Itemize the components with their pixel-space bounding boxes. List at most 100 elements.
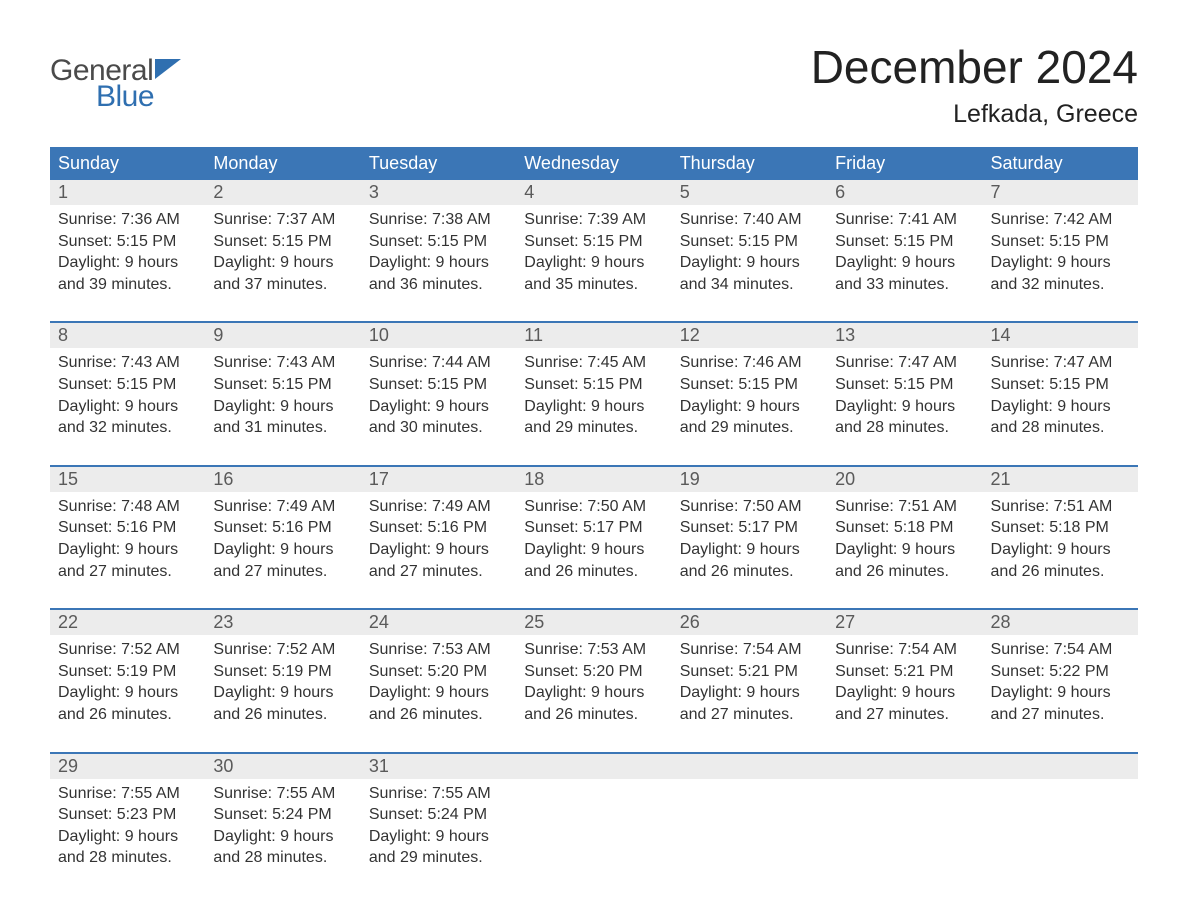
logo: General Blue bbox=[50, 54, 181, 114]
day-data-cell: Sunrise: 7:52 AMSunset: 5:19 PMDaylight:… bbox=[205, 635, 360, 731]
sunrise-text: Sunrise: 7:50 AM bbox=[680, 496, 819, 518]
sunrise-text: Sunrise: 7:55 AM bbox=[213, 783, 352, 805]
sunset-text: Sunset: 5:15 PM bbox=[680, 231, 819, 253]
daylight-line1: Daylight: 9 hours bbox=[213, 682, 352, 704]
sunset-text: Sunset: 5:22 PM bbox=[991, 661, 1130, 683]
month-title: December 2024 bbox=[811, 40, 1138, 94]
day-number-row: 891011121314 bbox=[50, 323, 1138, 348]
daylight-line1: Daylight: 9 hours bbox=[991, 682, 1130, 704]
day-data-cell: Sunrise: 7:51 AMSunset: 5:18 PMDaylight:… bbox=[827, 492, 982, 588]
sunrise-text: Sunrise: 7:47 AM bbox=[991, 352, 1130, 374]
sunrise-text: Sunrise: 7:55 AM bbox=[369, 783, 508, 805]
day-data-cell: Sunrise: 7:55 AMSunset: 5:24 PMDaylight:… bbox=[361, 779, 516, 875]
day-data-cell: Sunrise: 7:53 AMSunset: 5:20 PMDaylight:… bbox=[361, 635, 516, 731]
sunrise-text: Sunrise: 7:43 AM bbox=[58, 352, 197, 374]
daylight-line2: and 26 minutes. bbox=[369, 704, 508, 726]
day-data-cell: Sunrise: 7:42 AMSunset: 5:15 PMDaylight:… bbox=[983, 205, 1138, 301]
daylight-line2: and 32 minutes. bbox=[58, 417, 197, 439]
daylight-line1: Daylight: 9 hours bbox=[369, 396, 508, 418]
day-number-cell: 2 bbox=[205, 180, 360, 205]
weekday-header-row: Sunday Monday Tuesday Wednesday Thursday… bbox=[50, 147, 1138, 180]
daylight-line1: Daylight: 9 hours bbox=[835, 396, 974, 418]
weekday-header: Saturday bbox=[983, 147, 1138, 180]
sunrise-text: Sunrise: 7:52 AM bbox=[58, 639, 197, 661]
day-number-cell: 3 bbox=[361, 180, 516, 205]
day-data-cell: Sunrise: 7:43 AMSunset: 5:15 PMDaylight:… bbox=[205, 348, 360, 444]
sunset-text: Sunset: 5:15 PM bbox=[524, 231, 663, 253]
day-number-cell: 4 bbox=[516, 180, 671, 205]
daylight-line2: and 28 minutes. bbox=[991, 417, 1130, 439]
day-data-cell: Sunrise: 7:54 AMSunset: 5:21 PMDaylight:… bbox=[672, 635, 827, 731]
sunset-text: Sunset: 5:23 PM bbox=[58, 804, 197, 826]
sunset-text: Sunset: 5:16 PM bbox=[213, 517, 352, 539]
daylight-line1: Daylight: 9 hours bbox=[991, 539, 1130, 561]
sunset-text: Sunset: 5:16 PM bbox=[369, 517, 508, 539]
sunset-text: Sunset: 5:15 PM bbox=[835, 374, 974, 396]
day-data-cell bbox=[983, 779, 1138, 875]
sunrise-text: Sunrise: 7:36 AM bbox=[58, 209, 197, 231]
calendar-body: 1234567Sunrise: 7:36 AMSunset: 5:15 PMDa… bbox=[50, 180, 1138, 875]
day-number-cell: 1 bbox=[50, 180, 205, 205]
daylight-line2: and 26 minutes. bbox=[991, 561, 1130, 583]
day-data-cell: Sunrise: 7:50 AMSunset: 5:17 PMDaylight:… bbox=[516, 492, 671, 588]
day-number-row: 15161718192021 bbox=[50, 467, 1138, 492]
daylight-line2: and 39 minutes. bbox=[58, 274, 197, 296]
day-number-cell: 6 bbox=[827, 180, 982, 205]
day-number-cell: 29 bbox=[50, 754, 205, 779]
daylight-line1: Daylight: 9 hours bbox=[680, 252, 819, 274]
daylight-line1: Daylight: 9 hours bbox=[991, 252, 1130, 274]
sunset-text: Sunset: 5:24 PM bbox=[213, 804, 352, 826]
daylight-line2: and 26 minutes. bbox=[680, 561, 819, 583]
day-number-cell: 7 bbox=[983, 180, 1138, 205]
day-data-cell: Sunrise: 7:52 AMSunset: 5:19 PMDaylight:… bbox=[50, 635, 205, 731]
sunset-text: Sunset: 5:15 PM bbox=[58, 374, 197, 396]
sunset-text: Sunset: 5:19 PM bbox=[213, 661, 352, 683]
daylight-line1: Daylight: 9 hours bbox=[680, 539, 819, 561]
sunset-text: Sunset: 5:21 PM bbox=[680, 661, 819, 683]
daylight-line2: and 27 minutes. bbox=[835, 704, 974, 726]
daylight-line2: and 28 minutes. bbox=[58, 847, 197, 869]
header: General Blue December 2024 Lefkada, Gree… bbox=[50, 40, 1138, 129]
day-number-cell: 26 bbox=[672, 610, 827, 635]
day-data-cell: Sunrise: 7:40 AMSunset: 5:15 PMDaylight:… bbox=[672, 205, 827, 301]
daylight-line1: Daylight: 9 hours bbox=[369, 682, 508, 704]
sunset-text: Sunset: 5:20 PM bbox=[369, 661, 508, 683]
daylight-line2: and 31 minutes. bbox=[213, 417, 352, 439]
sunrise-text: Sunrise: 7:51 AM bbox=[835, 496, 974, 518]
calendar-table: Sunday Monday Tuesday Wednesday Thursday… bbox=[50, 147, 1138, 875]
day-number-cell: 17 bbox=[361, 467, 516, 492]
sunrise-text: Sunrise: 7:52 AM bbox=[213, 639, 352, 661]
daylight-line2: and 29 minutes. bbox=[524, 417, 663, 439]
day-number-cell: 31 bbox=[361, 754, 516, 779]
day-data-cell: Sunrise: 7:54 AMSunset: 5:21 PMDaylight:… bbox=[827, 635, 982, 731]
day-number-cell: 20 bbox=[827, 467, 982, 492]
day-data-cell: Sunrise: 7:43 AMSunset: 5:15 PMDaylight:… bbox=[50, 348, 205, 444]
day-data-cell: Sunrise: 7:54 AMSunset: 5:22 PMDaylight:… bbox=[983, 635, 1138, 731]
day-data-cell: Sunrise: 7:36 AMSunset: 5:15 PMDaylight:… bbox=[50, 205, 205, 301]
title-block: December 2024 Lefkada, Greece bbox=[811, 40, 1138, 129]
sunrise-text: Sunrise: 7:54 AM bbox=[680, 639, 819, 661]
daylight-line2: and 29 minutes. bbox=[369, 847, 508, 869]
day-data-cell: Sunrise: 7:55 AMSunset: 5:24 PMDaylight:… bbox=[205, 779, 360, 875]
daylight-line2: and 28 minutes. bbox=[835, 417, 974, 439]
day-data-row: Sunrise: 7:55 AMSunset: 5:23 PMDaylight:… bbox=[50, 779, 1138, 875]
day-number-cell: 18 bbox=[516, 467, 671, 492]
week-separator bbox=[50, 301, 1138, 322]
day-number-cell: 27 bbox=[827, 610, 982, 635]
logo-text-blue: Blue bbox=[96, 80, 181, 114]
sunrise-text: Sunrise: 7:54 AM bbox=[835, 639, 974, 661]
sunrise-text: Sunrise: 7:43 AM bbox=[213, 352, 352, 374]
day-number-cell bbox=[672, 754, 827, 779]
day-number-cell: 16 bbox=[205, 467, 360, 492]
weekday-header: Thursday bbox=[672, 147, 827, 180]
daylight-line2: and 28 minutes. bbox=[213, 847, 352, 869]
day-data-cell: Sunrise: 7:49 AMSunset: 5:16 PMDaylight:… bbox=[205, 492, 360, 588]
sunrise-text: Sunrise: 7:42 AM bbox=[991, 209, 1130, 231]
day-number-row: 293031 bbox=[50, 754, 1138, 779]
sunrise-text: Sunrise: 7:53 AM bbox=[524, 639, 663, 661]
sunrise-text: Sunrise: 7:37 AM bbox=[213, 209, 352, 231]
day-data-cell: Sunrise: 7:45 AMSunset: 5:15 PMDaylight:… bbox=[516, 348, 671, 444]
sunset-text: Sunset: 5:20 PM bbox=[524, 661, 663, 683]
day-number-cell bbox=[983, 754, 1138, 779]
sunrise-text: Sunrise: 7:54 AM bbox=[991, 639, 1130, 661]
